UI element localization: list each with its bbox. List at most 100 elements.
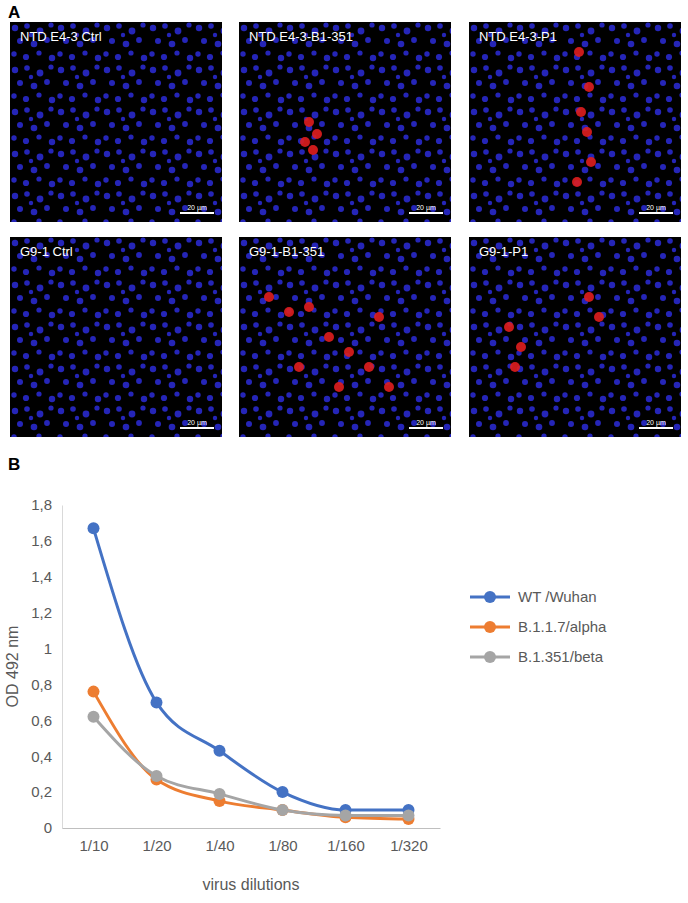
x-axis-title: virus dilutions bbox=[203, 876, 300, 893]
red-signal bbox=[300, 137, 310, 147]
red-signal bbox=[504, 322, 514, 332]
red-signal bbox=[344, 347, 354, 357]
figure: ABNTD E4-3 Ctrl20 µmNTD E4-3-B1-35120 µm… bbox=[0, 0, 688, 903]
x-tick-label: 1/10 bbox=[79, 837, 108, 854]
legend-label: B.1.351/beta bbox=[518, 648, 604, 665]
y-tick-label: 1,6 bbox=[31, 532, 52, 549]
y-tick-label: 1,4 bbox=[31, 568, 52, 585]
nuclei-stain bbox=[10, 22, 222, 222]
series-marker bbox=[277, 804, 289, 816]
image-label: G9-1-P1 bbox=[479, 244, 528, 259]
scale-bar-label: 20 µm bbox=[646, 419, 666, 427]
image-background bbox=[10, 237, 222, 437]
scale-bar-label: 20 µm bbox=[187, 419, 207, 427]
series-marker bbox=[151, 696, 163, 708]
x-tick: 1/20 bbox=[142, 828, 171, 854]
series-line bbox=[94, 717, 409, 816]
y-tick: 1,2 bbox=[31, 604, 62, 621]
scale-bar-label: 20 µm bbox=[187, 204, 207, 212]
scale-bar bbox=[409, 427, 443, 429]
scale-bar bbox=[639, 212, 673, 214]
y-tick: 0,4 bbox=[31, 748, 62, 765]
scale-bar bbox=[639, 427, 673, 429]
legend-entry: B.1.1.7/alpha bbox=[470, 618, 607, 635]
micrograph: NTD E4-3-B1-35120 µm bbox=[239, 22, 451, 222]
plot-area bbox=[88, 522, 415, 825]
series-marker bbox=[403, 809, 415, 821]
y-tick-label: 0,4 bbox=[31, 748, 52, 765]
y-axis-line bbox=[62, 506, 63, 829]
y-tick: 1,8 bbox=[31, 496, 62, 513]
panel-label: B bbox=[8, 455, 20, 474]
red-signal bbox=[584, 82, 594, 92]
x-tick-label: 1/160 bbox=[327, 837, 365, 854]
red-signal bbox=[312, 129, 322, 139]
x-tick-label: 1/320 bbox=[390, 837, 428, 854]
x-tick: 1/40 bbox=[205, 828, 234, 854]
legend-entry: WT /Wuhan bbox=[470, 588, 597, 605]
y-tick: 0,2 bbox=[31, 783, 62, 800]
red-signal bbox=[586, 157, 596, 167]
red-signal bbox=[374, 312, 384, 322]
y-tick-label: 0 bbox=[44, 819, 52, 836]
legend-label: B.1.1.7/alpha bbox=[518, 618, 607, 635]
red-signal bbox=[582, 127, 592, 137]
legend-marker bbox=[484, 591, 496, 603]
micrograph: NTD E4-3-P1 20 µm bbox=[469, 22, 681, 222]
series-marker bbox=[88, 522, 100, 534]
red-signal bbox=[516, 342, 526, 352]
micrograph: G9-1-P1 20 µm bbox=[469, 237, 681, 437]
series-marker bbox=[151, 770, 163, 782]
image-label: NTD E4-3 Ctrl bbox=[20, 29, 102, 44]
nuclei-stain bbox=[239, 237, 451, 437]
scale-bar-label: 20 µm bbox=[416, 419, 436, 427]
x-tick: 1/80 bbox=[268, 828, 297, 854]
series-marker bbox=[214, 745, 226, 757]
red-signal bbox=[284, 307, 294, 317]
red-signal bbox=[304, 302, 314, 312]
series-marker bbox=[340, 809, 352, 821]
image-label: NTD E4-3-P1 bbox=[479, 29, 557, 44]
nuclei-stain bbox=[469, 237, 681, 437]
y-tick: 0 bbox=[44, 819, 62, 836]
red-signal bbox=[308, 145, 318, 155]
y-tick: 1,6 bbox=[31, 532, 62, 549]
nuclei-stain bbox=[10, 237, 222, 437]
y-axis-title: OD 492 nm bbox=[4, 626, 21, 708]
image-label: G9-1 Ctrl bbox=[20, 244, 73, 259]
nuclei-stain bbox=[469, 22, 681, 222]
y-tick: 1 bbox=[44, 640, 62, 657]
legend-marker bbox=[484, 621, 496, 633]
legend-entry: B.1.351/beta bbox=[470, 648, 604, 665]
micrograph: G9-1 Ctrl 20 µm bbox=[10, 237, 222, 437]
image-background bbox=[239, 22, 451, 222]
x-tick-label: 1/80 bbox=[268, 837, 297, 854]
micrograph: NTD E4-3 Ctrl 20 µm bbox=[10, 22, 222, 222]
image-background bbox=[469, 237, 681, 437]
image-background bbox=[239, 237, 451, 437]
x-tick: 1/320 bbox=[390, 828, 428, 854]
x-tick: 1/160 bbox=[327, 828, 365, 854]
x-tick-label: 1/20 bbox=[142, 837, 171, 854]
series-marker bbox=[88, 711, 100, 723]
series-line bbox=[94, 528, 409, 810]
red-signal bbox=[264, 292, 274, 302]
image-label: G9-1-B1-351 bbox=[249, 244, 324, 259]
red-signal bbox=[364, 362, 374, 372]
y-tick-label: 1,2 bbox=[31, 604, 52, 621]
y-tick-label: 0,2 bbox=[31, 783, 52, 800]
y-tick: 0,8 bbox=[31, 676, 62, 693]
scale-bar-label: 20 µm bbox=[416, 204, 436, 212]
red-signal bbox=[584, 292, 594, 302]
scale-bar bbox=[180, 427, 214, 429]
micrograph: G9-1-B1-351 20 µm bbox=[239, 237, 451, 437]
legend-marker bbox=[484, 651, 496, 663]
red-signal bbox=[294, 362, 304, 372]
scale-bar-label: 20 µm bbox=[646, 204, 666, 212]
series-marker bbox=[88, 686, 100, 698]
x-axis-line bbox=[63, 828, 441, 829]
legend-label: WT /Wuhan bbox=[518, 588, 597, 605]
nuclei-stain bbox=[239, 22, 451, 222]
series-marker bbox=[277, 786, 289, 798]
red-signal bbox=[574, 47, 584, 57]
